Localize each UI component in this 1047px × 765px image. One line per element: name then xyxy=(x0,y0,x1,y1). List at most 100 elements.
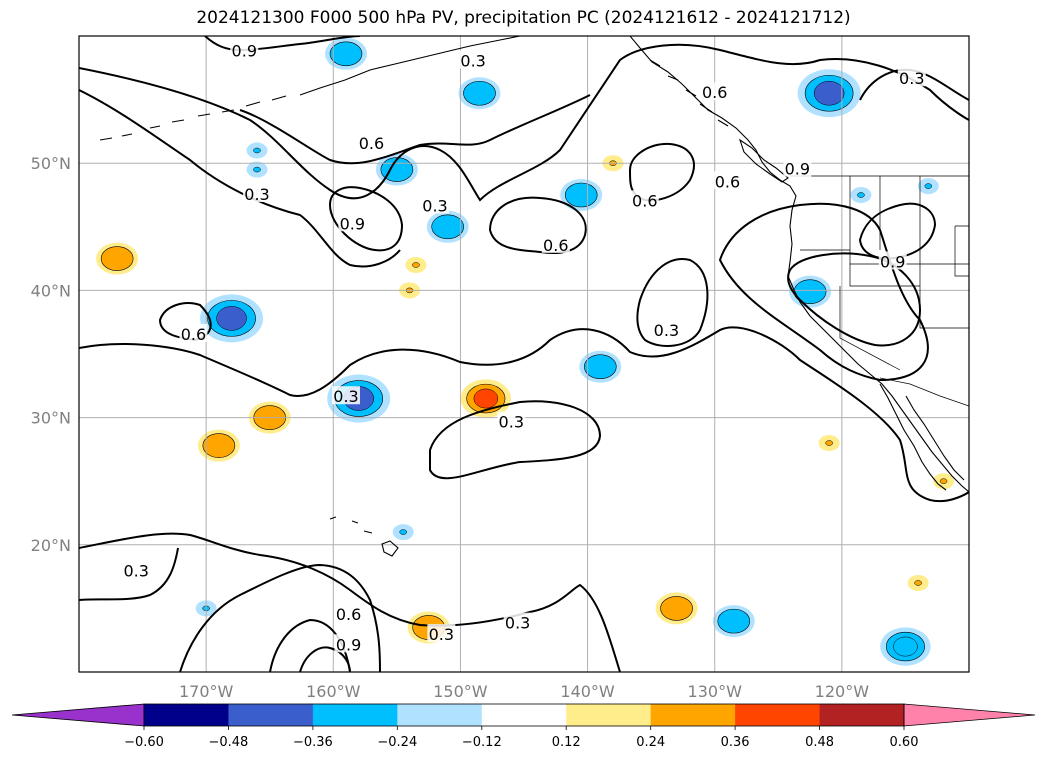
pv-contour-0.3-east xyxy=(718,202,929,382)
colorbar-segment xyxy=(481,704,567,726)
colorbar: −0.60 −0.48 −0.36 −0.24 −0.12 0.12 0.24 0.36 0.4… xyxy=(11,703,1036,750)
colorbar-tick-label: 0.36 xyxy=(721,735,750,750)
precip-pc-feature xyxy=(880,627,931,666)
precip-pc-feature xyxy=(96,242,139,275)
colorbar-outline xyxy=(143,703,905,727)
vancouver-island xyxy=(738,138,789,183)
colorbar-segment xyxy=(650,704,736,726)
north-america-coastline xyxy=(629,36,969,493)
colorbar-segment xyxy=(735,704,821,726)
latitude-label: 40°N xyxy=(31,281,71,300)
pv-contour-label: 0.6 xyxy=(359,134,384,153)
plot-title: 2024121300 F000 500 hPa PV, precipitatio… xyxy=(196,8,851,28)
pv-contour-labels: 0.9 0.3 0.6 0.3 0.6 0.3 0.9 0.3 0.6 0.6 0.6 0.9 0.9 0… xyxy=(122,40,926,654)
precip-pc-feature xyxy=(325,37,367,70)
gulf-of-california xyxy=(905,395,965,481)
longitude-label: 160°W xyxy=(306,682,361,701)
pv-contour-label: 0.3 xyxy=(333,387,358,406)
precip-pc-feature xyxy=(460,379,512,418)
pv-contour-label: 0.9 xyxy=(232,41,257,60)
precip-pc-feature xyxy=(560,179,603,211)
colorbar-tick-label: −0.24 xyxy=(377,735,417,750)
pv-contour-label: 0.9 xyxy=(880,252,905,271)
pv-contour-label: 0.9 xyxy=(785,160,810,179)
pv-contour-0.6-north xyxy=(239,94,591,165)
pv-contour-0.3-mid xyxy=(79,326,969,503)
pv-contour-label: 0.6 xyxy=(702,83,727,102)
pv-contour-label: 0.6 xyxy=(336,605,361,624)
longitude-label: 140°W xyxy=(560,682,615,701)
colorbar-tick-label: −0.12 xyxy=(462,735,502,750)
precip-pc-feature xyxy=(797,69,861,118)
pv-contour-label: 0.3 xyxy=(460,51,485,70)
precip-pc-feature xyxy=(405,256,427,273)
alaska-panhandle-islands xyxy=(649,59,729,127)
longitude-label: 120°W xyxy=(815,682,870,701)
precip-pc-feature xyxy=(850,187,872,203)
colorbar-segment xyxy=(397,704,483,726)
precip-pc-feature xyxy=(392,524,414,541)
pv-contour-0.3-upper-left xyxy=(79,89,401,268)
longitude-labels: 170°W 160°W 150°W 140°W 130°W 120°W xyxy=(179,682,869,701)
pv-contour-0.3-southwest xyxy=(79,547,179,601)
precip-pc-feature xyxy=(197,429,240,462)
colorbar-extend-high xyxy=(903,703,1036,727)
pv-contour-0.9-south xyxy=(299,646,351,672)
pv-contour-0.6-east xyxy=(787,252,922,347)
precip-pc-feature xyxy=(579,350,622,383)
colorbar-segment xyxy=(819,704,905,726)
pv-contour-label: 0.6 xyxy=(715,172,740,191)
pv-contours xyxy=(79,36,969,672)
map-frame xyxy=(78,35,970,673)
pv-contour-0.9-blob xyxy=(328,186,404,252)
longitude-label: 130°W xyxy=(688,682,743,701)
precip-pc-feature xyxy=(246,142,268,159)
map-background xyxy=(79,36,969,672)
pv-contour-label: 0.6 xyxy=(543,236,568,255)
pv-contour-0.6-left xyxy=(158,302,212,342)
colorbar-extend-low xyxy=(11,703,145,727)
precip-pc-feature xyxy=(246,161,268,178)
colorbar-segment xyxy=(566,704,652,726)
precip-pc-feature xyxy=(917,178,939,195)
pv-contour-0.3-south xyxy=(79,532,621,672)
pv-contour-label: 0.3 xyxy=(505,614,530,633)
colorbar-tick-label: 0.60 xyxy=(890,735,919,750)
precip-pc-feature xyxy=(426,210,469,243)
latitude-label: 20°N xyxy=(31,536,71,555)
pv-contour-0.3-north xyxy=(79,43,969,202)
pv-contour-0.3-middle-blob xyxy=(429,400,602,480)
colorbar-tick-label: −0.60 xyxy=(124,735,164,750)
pv-contour-0.3-southeast xyxy=(179,563,381,672)
colorbar-tick-label: 0.12 xyxy=(552,735,581,750)
pv-contour-label: 0.3 xyxy=(429,625,454,644)
pv-contour-label: 0.6 xyxy=(181,325,206,344)
latitude-label: 30°N xyxy=(31,409,71,428)
pv-contour-0.9-north xyxy=(204,36,361,52)
pv-contour-label: 0.3 xyxy=(422,196,447,215)
pv-contour-0.6-pacific-blob xyxy=(636,258,709,347)
precip-pc-feature xyxy=(458,77,501,110)
precip-pc-feature xyxy=(818,435,840,452)
longitude-label: 170°W xyxy=(179,682,234,701)
colorbar-tick-label: 0.48 xyxy=(805,735,834,750)
alaska-coast xyxy=(299,36,521,96)
colorbar-tick-label: −0.48 xyxy=(208,735,248,750)
hawaii-islands xyxy=(329,516,399,557)
pv-contour-label: 0.9 xyxy=(336,635,361,654)
baja-peninsula xyxy=(879,383,947,491)
pv-contour-label: 0.3 xyxy=(123,562,148,581)
pv-contour-0.6-blob xyxy=(488,196,587,254)
precip-pc-feature xyxy=(655,592,698,625)
colorbar-tick-label: −0.36 xyxy=(293,735,333,750)
latitude-labels: 20°N 30°N 40°N 50°N xyxy=(31,154,71,555)
pv-contour-label: 0.3 xyxy=(499,413,524,432)
us-mexico-border xyxy=(879,377,969,407)
colorbar-tick-label: 0.24 xyxy=(636,735,665,750)
precip-pc-feature xyxy=(907,574,929,591)
colorbar-segment xyxy=(228,704,314,726)
precip-pc-feature xyxy=(712,605,755,638)
pv-contour-label: 0.3 xyxy=(899,69,924,88)
colorbar-segment xyxy=(312,704,398,726)
